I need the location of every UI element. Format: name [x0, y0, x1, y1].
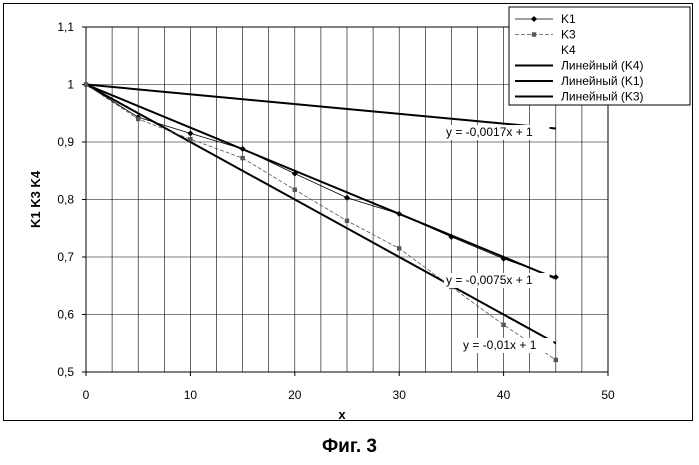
x-tick-label: 40 [497, 388, 511, 402]
trendline-equation: y = -0,0017x + 1 [446, 125, 533, 139]
trendline-equation: y = -0,01x + 1 [463, 338, 537, 352]
y-tick-label: 1,1 [57, 20, 74, 34]
legend-label: K1 [561, 12, 576, 26]
legend-label: Линейный (K1) [561, 74, 644, 88]
y-tick-label: 0,5 [57, 365, 74, 379]
legend-swatch-marker [532, 32, 536, 36]
y-axis-title: K1 K3 K4 [28, 170, 43, 228]
y-tick-label: 0,8 [57, 193, 74, 207]
figure-caption: Фиг. 3 [0, 436, 699, 458]
y-tick-label: 0,6 [57, 308, 74, 322]
data-point-k3 [293, 188, 297, 192]
data-point-k3 [397, 246, 401, 250]
data-point-k3 [84, 82, 88, 86]
y-tick-label: 1 [67, 78, 74, 92]
data-point-k3 [240, 156, 244, 160]
y-tick-label: 0,9 [57, 135, 74, 149]
x-tick-label: 10 [184, 388, 198, 402]
legend-label: K3 [561, 28, 576, 42]
x-tick-label: 50 [601, 388, 615, 402]
data-point-k3 [345, 219, 349, 223]
data-point-k3 [554, 358, 558, 362]
x-tick-label: 0 [83, 388, 90, 402]
data-point-k3 [188, 137, 192, 141]
trendline-equation: y = -0,0075x + 1 [446, 273, 533, 287]
chart-svg: 0,5 0,6 0,7 0,8 0,9 1 1,1 0 10 20 30 40 50 x K1 K3 K4 y… [0, 0, 699, 430]
data-point-k3 [501, 323, 505, 327]
x-tick-label: 20 [288, 388, 302, 402]
legend-label: Линейный (K4) [561, 59, 644, 73]
x-tick-label: 30 [393, 388, 407, 402]
legend-label: K4 [561, 43, 576, 57]
x-axis-title: x [338, 407, 346, 422]
legend-label: Линейный (K3) [561, 90, 644, 104]
data-point-k3 [136, 117, 140, 121]
y-tick-label: 0,7 [57, 250, 74, 264]
